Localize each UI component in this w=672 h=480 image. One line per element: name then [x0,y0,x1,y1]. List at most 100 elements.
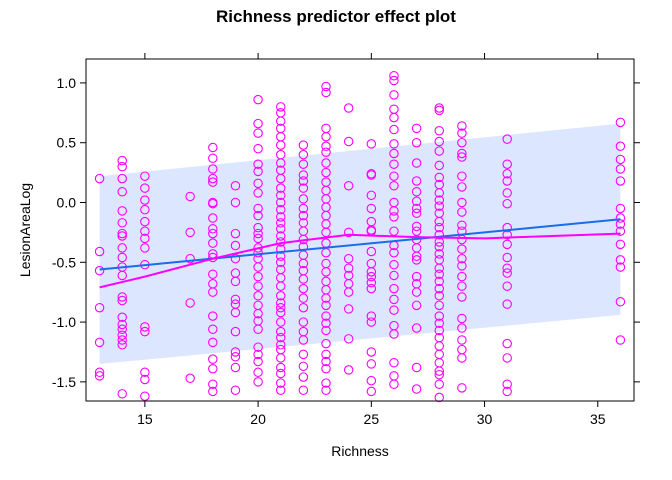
data-point [253,210,263,221]
data-point [502,299,512,309]
data-point [321,378,331,388]
data-point [298,274,309,284]
data-points-layer [94,70,626,403]
x-tick-label: 35 [590,411,606,427]
data-point [457,271,467,282]
data-point [411,251,422,262]
data-point [411,158,422,168]
y-axis: -1.5 -1.0 -0.5 0.0 0.5 1.0 [52,75,640,390]
data-point [389,104,399,114]
data-point [457,171,467,181]
data-point [502,134,512,144]
data-point [140,391,150,401]
data-point [366,347,377,357]
data-point [502,188,512,198]
data-point [208,198,218,209]
data-point [140,367,150,378]
data-point [343,103,354,113]
data-point [253,159,263,169]
data-point [298,349,309,360]
data-point [253,271,263,282]
data-point [140,374,150,385]
plot-frame [85,58,635,402]
data-point [275,231,286,241]
data-point [321,131,331,142]
data-point [140,171,150,181]
data-point [389,294,399,305]
data-point [502,268,512,278]
data-point [502,198,512,209]
data-point [208,228,218,239]
data-point [253,281,263,291]
data-point [366,139,377,149]
data-point [321,325,331,336]
data-point [321,147,331,158]
data-point [298,194,309,204]
data-point [434,172,445,183]
y-tick-label: -1.0 [52,314,76,330]
data-point [434,318,445,329]
data-point [615,164,626,174]
data-point [366,311,377,321]
data-point [94,367,105,378]
data-point [434,125,445,136]
data-point [140,326,150,337]
data-point [389,112,399,123]
data-point [615,226,626,236]
data-point [230,347,241,357]
data-point [321,338,331,349]
data-point [117,319,127,330]
data-point [298,283,309,294]
data-point [275,102,286,112]
data-point [434,379,445,390]
data-point [298,317,309,327]
data-point [502,379,512,390]
data-point [389,259,399,270]
data-point [343,304,354,314]
data-point [389,148,399,159]
data-point [275,158,286,168]
data-point [434,249,445,259]
data-point [275,307,286,318]
data-point [253,349,263,360]
data-point [457,207,467,217]
data-point [298,372,309,382]
data-point [343,181,354,191]
y-axis-label: LesionAreaLog [17,183,33,277]
data-point [457,197,467,208]
data-point [457,128,467,138]
smooth-line [99,232,621,289]
data-point [434,325,445,336]
data-point [230,240,241,251]
data-point [457,281,467,291]
data-point [230,228,241,239]
data-point [275,183,286,193]
data-point [366,203,377,214]
data-point [208,142,218,153]
data-point [275,353,286,363]
data-point [615,335,626,345]
data-point [434,291,445,301]
data-point [298,335,309,345]
data-point [434,357,445,368]
data-point [321,349,331,360]
data-point [411,300,422,311]
x-tick-label: 25 [364,411,380,427]
data-point [253,228,263,239]
data-point [434,392,445,403]
data-point [502,159,512,169]
data-point [275,385,286,395]
data-point [275,257,286,268]
data-point [208,337,218,348]
data-point [94,371,105,381]
data-point [253,203,263,214]
data-point [434,195,445,205]
data-point [457,313,467,324]
data-point [298,149,309,160]
data-point [366,359,377,369]
data-point [208,173,218,184]
data-point [94,246,105,257]
data-point [615,262,626,272]
chart-title: Richness predictor effect plot [216,7,456,26]
